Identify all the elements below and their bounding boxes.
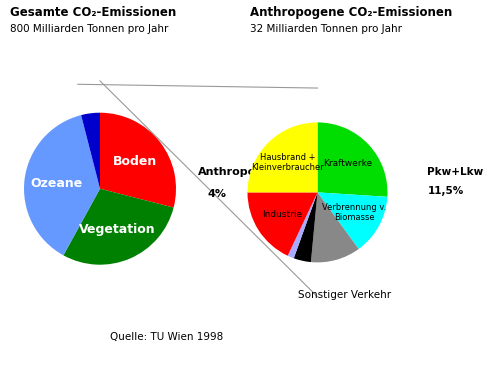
Text: Kraftwerke: Kraftwerke [324, 159, 372, 168]
Text: Sonstiger Verkehr: Sonstiger Verkehr [298, 290, 392, 300]
Wedge shape [294, 192, 318, 262]
Text: Industrie: Industrie [262, 211, 302, 219]
Text: Vegetation: Vegetation [79, 223, 156, 236]
Wedge shape [248, 122, 318, 192]
Wedge shape [318, 122, 388, 197]
Wedge shape [81, 113, 100, 189]
Text: 4%: 4% [208, 189, 227, 199]
Wedge shape [24, 115, 100, 255]
Wedge shape [288, 192, 318, 258]
Text: Anthropogen: Anthropogen [198, 167, 279, 177]
Text: Gesamte CO₂-Emissionen: Gesamte CO₂-Emissionen [10, 6, 176, 18]
Text: 800 Milliarden Tonnen pro Jahr: 800 Milliarden Tonnen pro Jahr [10, 24, 168, 34]
Text: 11,5%: 11,5% [428, 185, 464, 196]
Text: Verbrennung v.
Biomasse: Verbrennung v. Biomasse [322, 203, 386, 222]
Wedge shape [100, 113, 176, 208]
Text: 32 Milliarden Tonnen pro Jahr: 32 Milliarden Tonnen pro Jahr [250, 24, 402, 34]
Text: Anthropogene CO₂-Emissionen: Anthropogene CO₂-Emissionen [250, 6, 452, 18]
Text: Quelle: TU Wien 1998: Quelle: TU Wien 1998 [110, 332, 223, 342]
Wedge shape [318, 192, 388, 249]
Wedge shape [248, 192, 318, 256]
Wedge shape [311, 192, 358, 262]
Text: Boden: Boden [112, 155, 157, 168]
Wedge shape [64, 189, 174, 265]
Text: Pkw+Lkw: Pkw+Lkw [428, 167, 484, 177]
Text: Ozeane: Ozeane [30, 177, 82, 190]
Text: Hausbrand +
Kleinverbraucher: Hausbrand + Kleinverbraucher [252, 153, 324, 172]
